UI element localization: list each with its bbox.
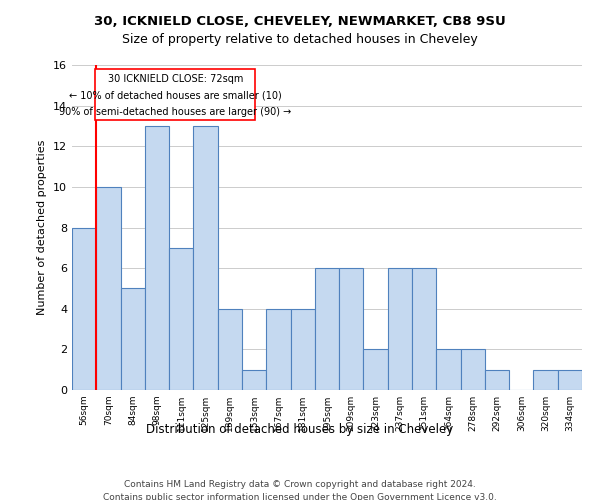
Text: Contains HM Land Registry data © Crown copyright and database right 2024.: Contains HM Land Registry data © Crown c… <box>124 480 476 489</box>
Bar <box>412 268 436 390</box>
Bar <box>533 370 558 390</box>
FancyBboxPatch shape <box>95 69 256 120</box>
Bar <box>388 268 412 390</box>
Bar <box>315 268 339 390</box>
Bar <box>145 126 169 390</box>
Text: Distribution of detached houses by size in Cheveley: Distribution of detached houses by size … <box>146 422 454 436</box>
Bar <box>266 308 290 390</box>
Bar <box>72 228 96 390</box>
Bar <box>242 370 266 390</box>
Bar <box>96 187 121 390</box>
Text: Contains public sector information licensed under the Open Government Licence v3: Contains public sector information licen… <box>103 492 497 500</box>
Text: ← 10% of detached houses are smaller (10): ← 10% of detached houses are smaller (10… <box>69 90 281 101</box>
Y-axis label: Number of detached properties: Number of detached properties <box>37 140 47 315</box>
Bar <box>121 288 145 390</box>
Bar <box>290 308 315 390</box>
Bar <box>218 308 242 390</box>
Bar <box>169 248 193 390</box>
Text: 30, ICKNIELD CLOSE, CHEVELEY, NEWMARKET, CB8 9SU: 30, ICKNIELD CLOSE, CHEVELEY, NEWMARKET,… <box>94 15 506 28</box>
Bar <box>461 350 485 390</box>
Text: Size of property relative to detached houses in Cheveley: Size of property relative to detached ho… <box>122 32 478 46</box>
Bar <box>485 370 509 390</box>
Bar <box>193 126 218 390</box>
Text: 30 ICKNIELD CLOSE: 72sqm: 30 ICKNIELD CLOSE: 72sqm <box>107 74 243 84</box>
Text: 90% of semi-detached houses are larger (90) →: 90% of semi-detached houses are larger (… <box>59 106 292 117</box>
Bar <box>558 370 582 390</box>
Bar <box>364 350 388 390</box>
Bar <box>436 350 461 390</box>
Bar <box>339 268 364 390</box>
